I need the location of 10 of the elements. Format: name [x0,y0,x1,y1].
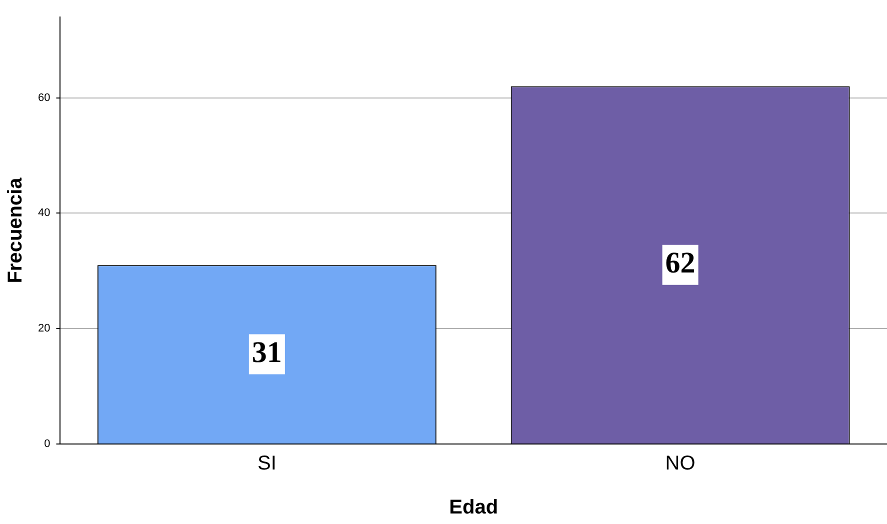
y-tick-label: 20 [38,322,50,335]
x-tick-label: NO [665,452,696,475]
data-label: 62 [665,246,696,280]
x-tick-label: SI [257,452,276,475]
data-label: 31 [252,336,282,370]
y-tick-label: 40 [38,207,50,220]
y-tick-label: 0 [44,438,50,450]
x-axis-title: Edad [449,496,498,519]
y-tick-label: 60 [38,92,50,104]
y-axis-title: Frecuencia [4,176,27,284]
